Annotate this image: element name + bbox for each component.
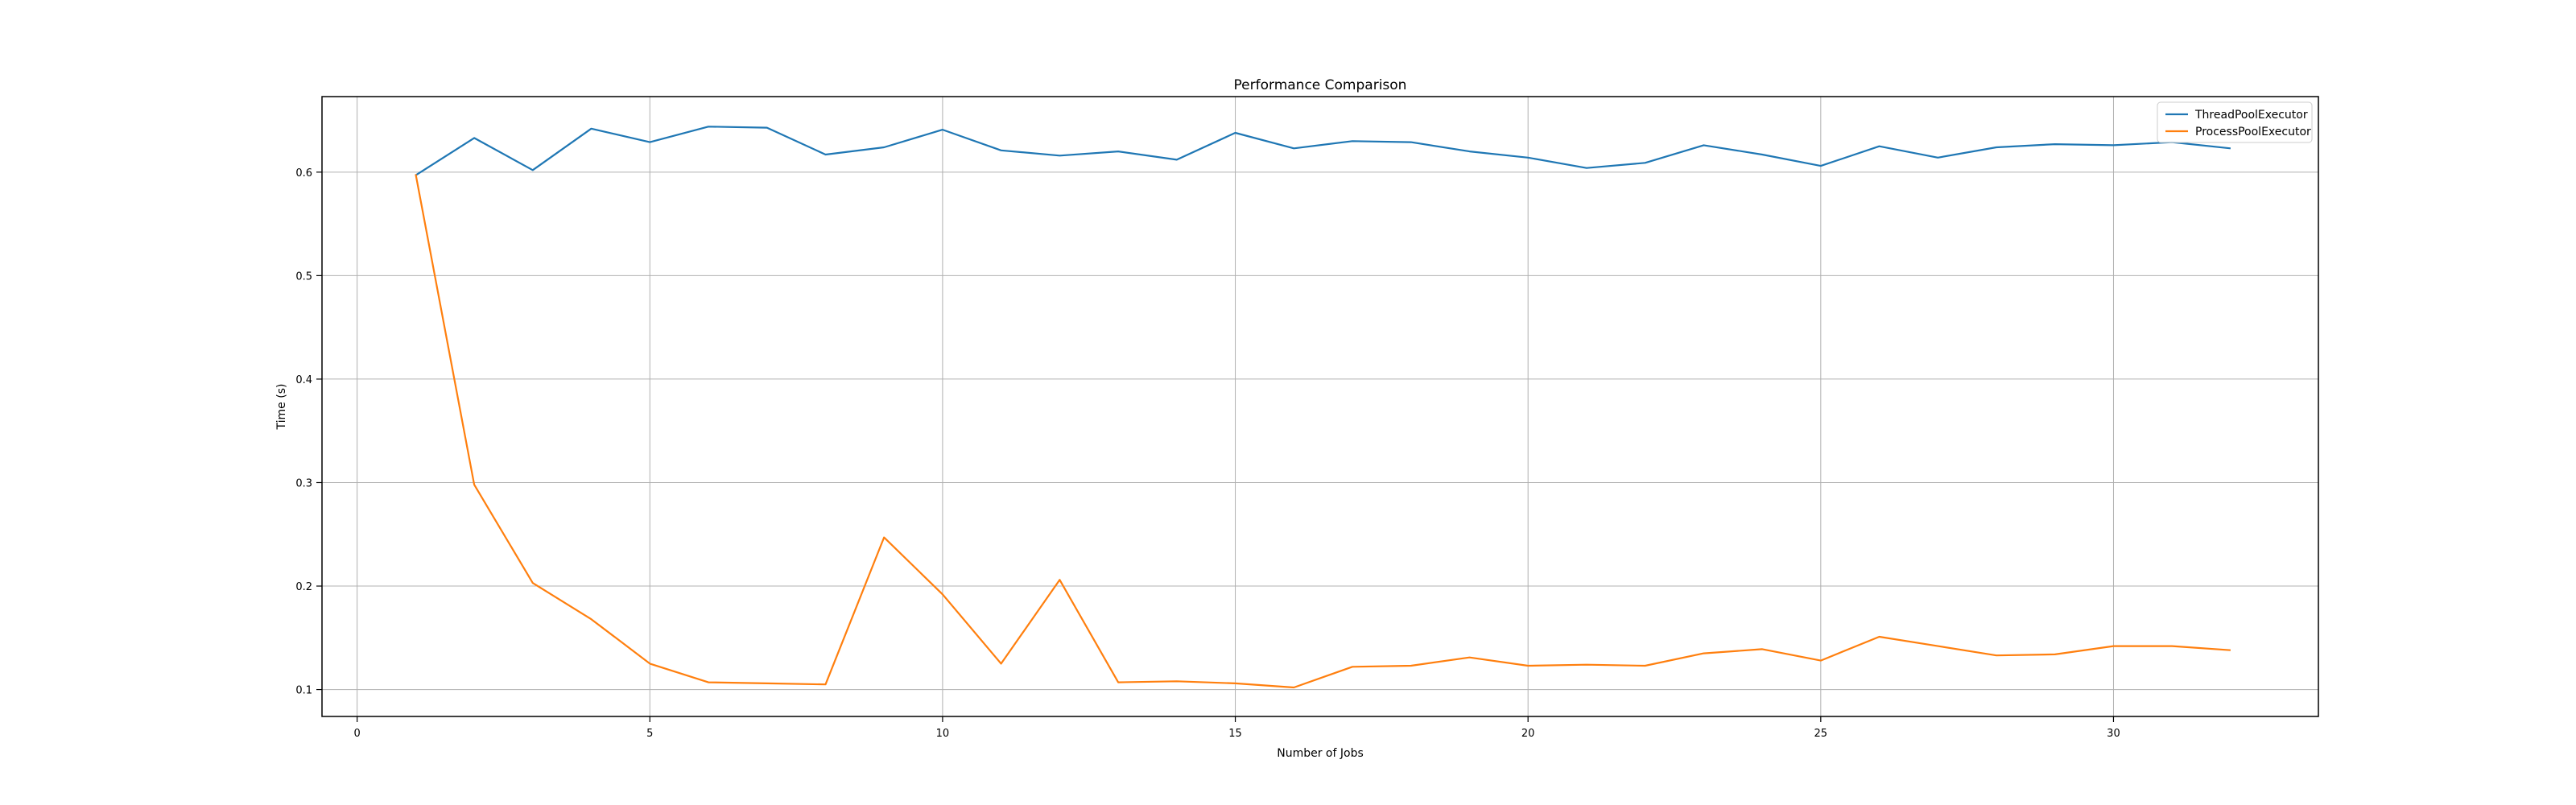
y-tick-label: 0.2 <box>295 581 312 593</box>
y-tick-label: 0.3 <box>295 477 312 489</box>
legend-label: ProcessPoolExecutor <box>2195 126 2311 138</box>
grid <box>322 97 2318 716</box>
y-axis-label: Time (s) <box>275 384 288 431</box>
series-lines <box>415 126 2231 689</box>
x-tick-label: 15 <box>1228 728 1242 740</box>
y-axis-ticks: 0.1 0.2 0.3 0.4 0.5 0.6 <box>295 167 322 697</box>
chart-title: Performance Comparison <box>1234 77 1407 93</box>
y-tick-label: 0.1 <box>295 685 312 697</box>
y-tick-label: 0.6 <box>295 167 312 180</box>
series-points-processpoolexecutor <box>415 174 2231 688</box>
legend-box <box>2157 101 2313 143</box>
x-tick-label: 5 <box>646 728 653 740</box>
x-tick-label: 10 <box>936 728 950 740</box>
legend-label: ThreadPoolExecutor <box>2194 109 2308 122</box>
x-axis-label: Number of Jobs <box>1277 747 1364 760</box>
x-axis-ticks: 0 5 10 15 20 25 30 <box>353 716 2120 740</box>
y-tick-label: 0.4 <box>295 374 312 386</box>
x-tick-label: 0 <box>353 728 360 740</box>
x-tick-label: 30 <box>2107 728 2120 740</box>
plot-frame <box>321 96 2319 717</box>
y-tick-label: 0.5 <box>295 270 312 283</box>
series-line-processpoolexecutor <box>415 174 2231 689</box>
series-points-threadpoolexecutor <box>415 126 2231 175</box>
x-tick-label: 25 <box>1814 728 1828 740</box>
x-tick-label: 20 <box>1521 728 1535 740</box>
legend: ThreadPoolExecutor ProcessPoolExecutor <box>2157 101 2313 143</box>
series-line-threadpoolexecutor <box>415 126 2231 176</box>
